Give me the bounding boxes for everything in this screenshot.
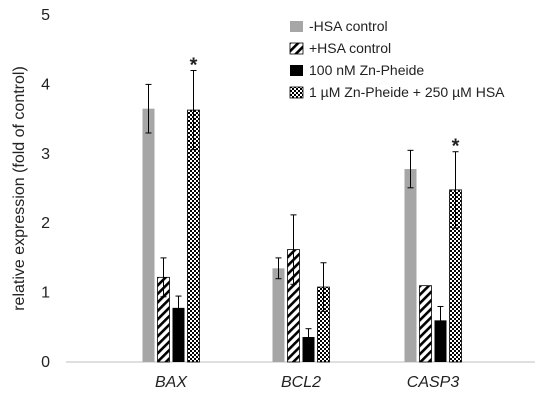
legend-label: +HSA control	[309, 40, 391, 56]
legend-swatch	[290, 65, 303, 76]
legend-label: 1 µM Zn-Pheide + 250 µM HSA	[309, 84, 505, 100]
error-bar	[145, 83, 152, 134]
bar-casp3-series-2	[419, 285, 432, 363]
y-axis-title: relative expression (fold of control)	[11, 66, 28, 311]
error-bar	[175, 295, 182, 321]
x-category-label: CASP3	[407, 374, 460, 391]
error-bar	[305, 328, 312, 346]
labels-group: 0 1 2 3 4 5 relative expression (fold of contr…	[11, 7, 460, 391]
y-tick-label: 2	[41, 215, 50, 232]
bar-bcl2-series-1	[272, 268, 285, 362]
error-bar	[320, 262, 327, 312]
error-bar	[437, 305, 444, 335]
legend-item: +HSA control	[289, 40, 391, 56]
legend-swatch	[289, 86, 304, 99]
error-bar	[190, 70, 197, 151]
significance-star: *	[190, 55, 198, 77]
bar-casp3-series-3	[434, 320, 447, 362]
error-bar	[407, 149, 414, 189]
y-tick-label: 4	[41, 76, 50, 93]
error-bar	[160, 257, 167, 298]
significance-star: *	[452, 136, 460, 158]
bars-group	[142, 70, 462, 363]
y-tick-label: 3	[41, 146, 50, 163]
x-category-label: BCL2	[281, 374, 321, 391]
legend-item: 100 nM Zn-Pheide	[290, 62, 424, 78]
bar-bax-series-1	[142, 108, 155, 362]
x-category-label: BAX	[155, 374, 188, 391]
legend-label: -HSA control	[309, 18, 388, 34]
legend-label: 100 nM Zn-Pheide	[309, 62, 424, 78]
legend-item: 1 µM Zn-Pheide + 250 µM HSA	[289, 84, 505, 100]
bar-casp3-series-1	[404, 169, 417, 362]
legend-swatch	[289, 42, 304, 55]
bar-bax-series-3	[172, 307, 185, 362]
y-tick-label: 5	[41, 7, 50, 24]
legend: -HSA control +HSA control 100 nM Zn-Pheide…	[289, 18, 505, 100]
y-tick-label: 0	[41, 354, 50, 371]
y-tick-label: 1	[41, 285, 50, 302]
error-bar	[275, 257, 282, 280]
bar-bcl2-series-3	[302, 337, 315, 362]
legend-swatch	[290, 21, 303, 32]
legend-item: -HSA control	[290, 18, 388, 34]
error-bar	[290, 214, 297, 285]
error-bar	[452, 151, 459, 229]
